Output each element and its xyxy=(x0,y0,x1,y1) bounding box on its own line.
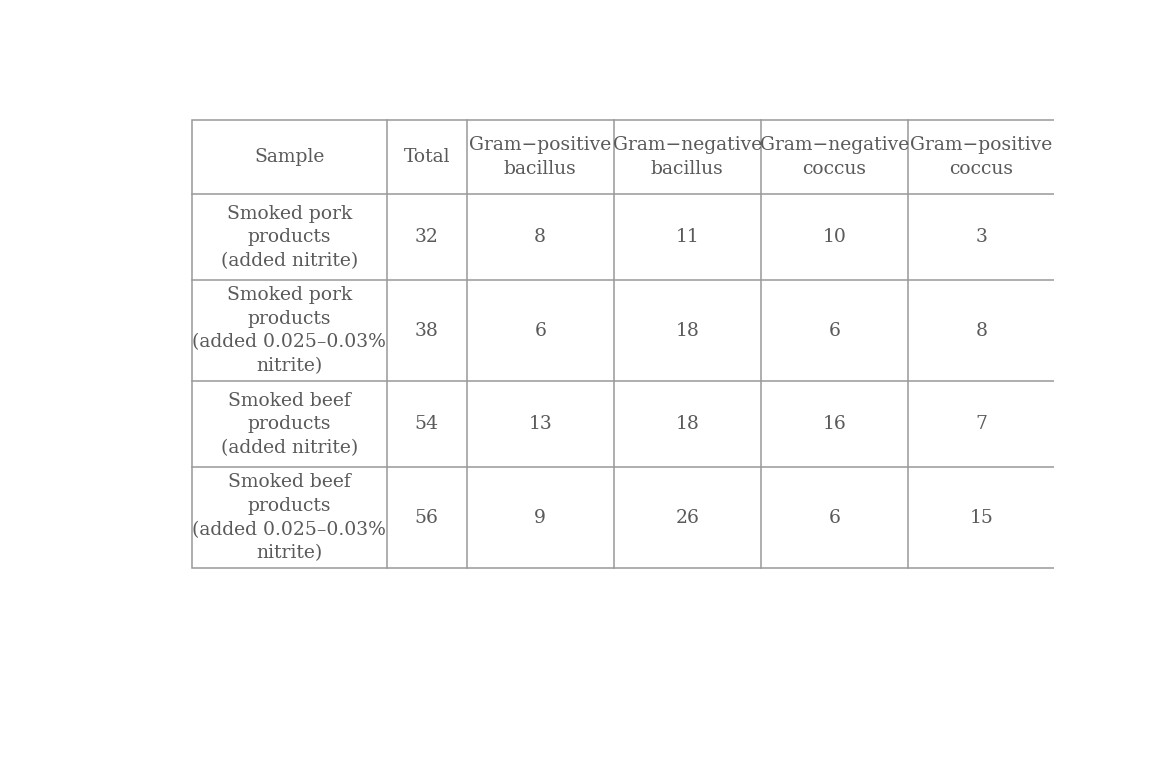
Text: Total: Total xyxy=(404,148,450,166)
Text: Smoked beef
products
(added nitrite): Smoked beef products (added nitrite) xyxy=(220,391,358,457)
Text: Gram−positive
bacillus: Gram−positive bacillus xyxy=(470,136,611,178)
Text: 32: 32 xyxy=(415,228,439,246)
Text: 6: 6 xyxy=(828,509,841,527)
Text: 8: 8 xyxy=(975,322,987,340)
Text: 7: 7 xyxy=(975,416,987,433)
Text: 54: 54 xyxy=(415,416,439,433)
Text: 56: 56 xyxy=(415,509,439,527)
Text: 13: 13 xyxy=(528,416,552,433)
Text: Smoked pork
products
(added nitrite): Smoked pork products (added nitrite) xyxy=(220,204,358,269)
Text: Smoked pork
products
(added 0.025–0.03%
nitrite): Smoked pork products (added 0.025–0.03% … xyxy=(192,286,386,375)
Text: 18: 18 xyxy=(676,322,699,340)
Text: 18: 18 xyxy=(676,416,699,433)
Text: 10: 10 xyxy=(822,228,847,246)
Text: 15: 15 xyxy=(970,509,993,527)
Bar xyxy=(192,120,1055,569)
Text: Gram−negative
bacillus: Gram−negative bacillus xyxy=(612,136,762,178)
Text: 9: 9 xyxy=(534,509,546,527)
Text: 16: 16 xyxy=(822,416,847,433)
Text: Gram−negative
coccus: Gram−negative coccus xyxy=(760,136,909,178)
Text: Sample: Sample xyxy=(254,148,324,166)
Text: 8: 8 xyxy=(534,228,546,246)
Text: 26: 26 xyxy=(676,509,699,527)
Text: 6: 6 xyxy=(534,322,546,340)
Text: 38: 38 xyxy=(415,322,439,340)
Text: 3: 3 xyxy=(975,228,987,246)
Text: Gram−positive
coccus: Gram−positive coccus xyxy=(910,136,1053,178)
Text: Smoked beef
products
(added 0.025–0.03%
nitrite): Smoked beef products (added 0.025–0.03% … xyxy=(192,473,386,562)
Text: 11: 11 xyxy=(676,228,699,246)
Text: 6: 6 xyxy=(828,322,841,340)
